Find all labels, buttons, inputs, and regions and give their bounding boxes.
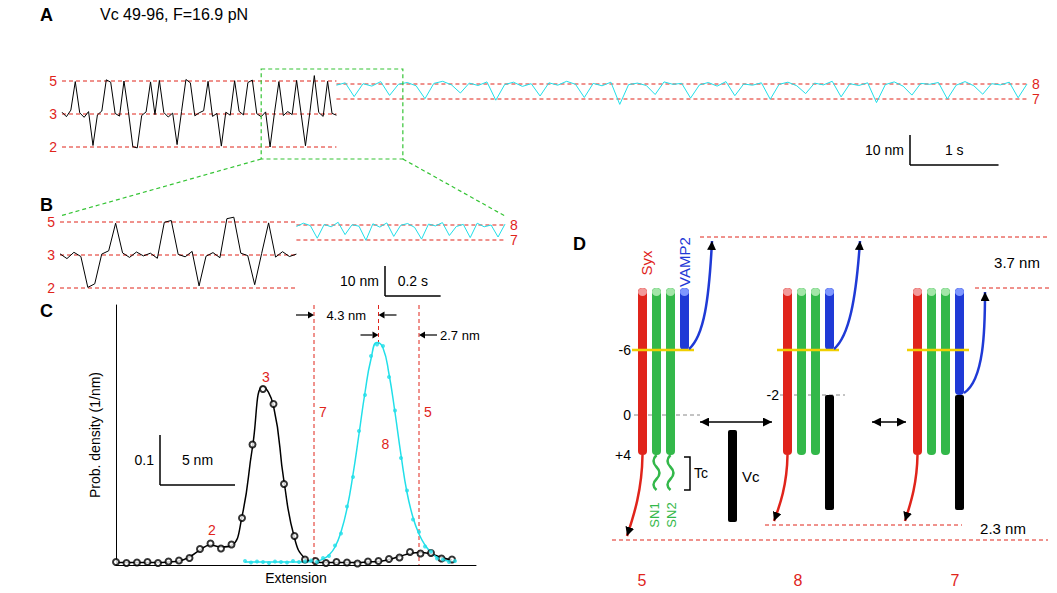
svg-text:10 nm: 10 nm xyxy=(340,273,379,289)
svg-text:VAMP2: VAMP2 xyxy=(676,237,693,287)
svg-text:0.1: 0.1 xyxy=(135,452,155,468)
svg-text:5: 5 xyxy=(424,404,432,420)
svg-text:0: 0 xyxy=(623,407,631,423)
svg-text:+4: +4 xyxy=(615,447,631,463)
svg-text:-2: -2 xyxy=(767,387,780,403)
svg-text:7: 7 xyxy=(510,232,518,248)
svg-text:C: C xyxy=(40,301,53,321)
svg-text:SN1: SN1 xyxy=(647,502,662,527)
svg-text:Extension: Extension xyxy=(265,570,326,586)
svg-text:8: 8 xyxy=(510,217,518,233)
svg-text:4.3 nm: 4.3 nm xyxy=(326,308,366,323)
svg-text:5: 5 xyxy=(49,73,57,89)
svg-text:2.3 nm: 2.3 nm xyxy=(980,520,1026,537)
svg-text:Syx: Syx xyxy=(638,250,655,276)
svg-text:0.2 s: 0.2 s xyxy=(398,273,428,289)
svg-text:Vc: Vc xyxy=(742,468,760,485)
svg-text:7: 7 xyxy=(319,404,327,420)
svg-text:2: 2 xyxy=(49,139,57,155)
svg-text:A: A xyxy=(40,5,53,25)
svg-text:3.7 nm: 3.7 nm xyxy=(994,254,1040,271)
svg-text:2: 2 xyxy=(208,522,216,538)
svg-text:3: 3 xyxy=(49,106,57,122)
svg-text:8: 8 xyxy=(1032,76,1040,92)
svg-text:Tc: Tc xyxy=(694,465,708,481)
svg-text:10 nm: 10 nm xyxy=(865,142,904,158)
svg-text:7: 7 xyxy=(1032,91,1040,107)
svg-text:5 nm: 5 nm xyxy=(182,452,213,468)
svg-text:Prob. density (1/nm): Prob. density (1/nm) xyxy=(87,372,103,498)
svg-text:3: 3 xyxy=(262,369,270,385)
svg-text:8: 8 xyxy=(382,436,390,452)
svg-text:SN2: SN2 xyxy=(664,502,679,527)
svg-text:-6: -6 xyxy=(619,342,632,358)
svg-text:8: 8 xyxy=(794,572,803,589)
svg-text:2.7 nm: 2.7 nm xyxy=(440,328,480,343)
svg-text:B: B xyxy=(40,195,53,215)
svg-text:7: 7 xyxy=(951,572,960,589)
svg-text:D: D xyxy=(573,234,586,254)
svg-text:Vc 49-96, F=16.9 pN: Vc 49-96, F=16.9 pN xyxy=(100,6,248,23)
svg-text:5: 5 xyxy=(47,214,55,230)
svg-text:3: 3 xyxy=(47,247,55,263)
svg-text:1 s: 1 s xyxy=(945,142,964,158)
svg-text:2: 2 xyxy=(47,280,55,296)
svg-text:5: 5 xyxy=(638,572,647,589)
